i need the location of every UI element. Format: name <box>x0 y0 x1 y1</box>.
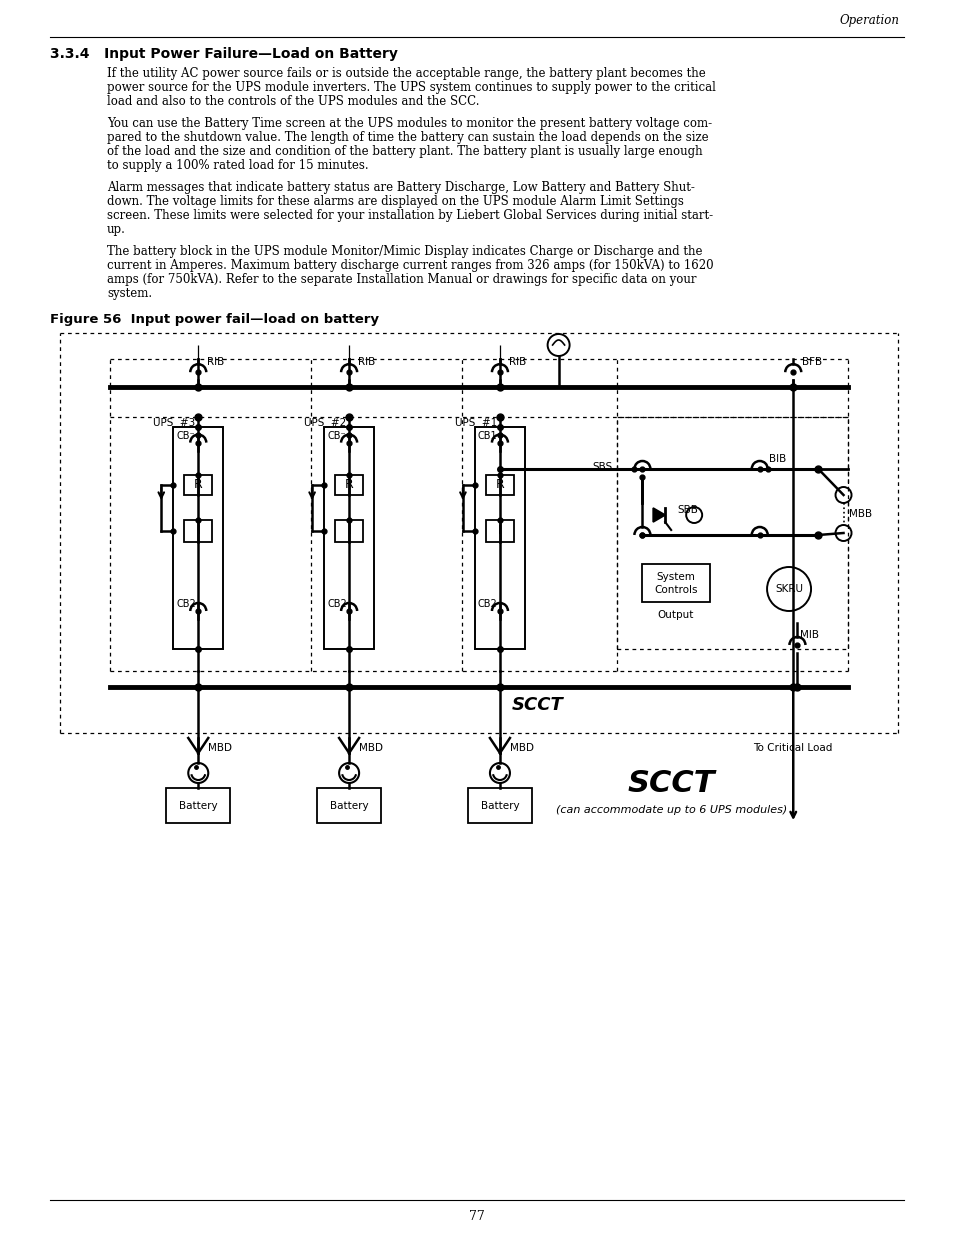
Text: BIB: BIB <box>768 454 785 464</box>
Text: I: I <box>347 525 351 537</box>
Text: 3.3.4   Input Power Failure—Load on Battery: 3.3.4 Input Power Failure—Load on Batter… <box>50 47 397 61</box>
Bar <box>485 520 514 542</box>
Text: CB⁻: CB⁻ <box>327 431 345 441</box>
Bar <box>468 788 532 823</box>
Circle shape <box>835 487 851 503</box>
Text: CB2: CB2 <box>327 599 347 609</box>
Bar <box>316 788 380 823</box>
Text: UPS  #2: UPS #2 <box>304 419 346 429</box>
Text: MBD: MBD <box>510 743 534 753</box>
Bar <box>475 427 524 650</box>
Text: power source for the UPS module inverters. The UPS system continues to supply po: power source for the UPS module inverter… <box>107 82 715 94</box>
Circle shape <box>766 567 810 611</box>
Text: of the load and the size and condition of the battery plant. The battery plant i: of the load and the size and condition o… <box>107 144 702 158</box>
Text: MIB: MIB <box>800 630 819 640</box>
Text: Figure 56  Input power fail—load on battery: Figure 56 Input power fail—load on batte… <box>50 312 378 326</box>
Text: I: I <box>497 525 501 537</box>
Bar <box>184 475 213 495</box>
Bar <box>173 427 223 650</box>
Text: Alarm messages that indicate battery status are Battery Discharge, Low Battery a: Alarm messages that indicate battery sta… <box>107 182 694 194</box>
Bar <box>485 475 514 495</box>
Text: RIB: RIB <box>508 357 526 367</box>
Text: CB⁻: CB⁻ <box>176 431 194 441</box>
Bar <box>335 475 363 495</box>
Circle shape <box>188 763 208 783</box>
Text: up.: up. <box>107 224 126 236</box>
Text: SCCT: SCCT <box>627 768 715 798</box>
Circle shape <box>835 525 851 541</box>
Text: current in Amperes. Maximum battery discharge current ranges from 326 amps (for : current in Amperes. Maximum battery disc… <box>107 259 713 272</box>
Polygon shape <box>653 508 664 522</box>
Text: You can use the Battery Time screen at the UPS modules to monitor the present ba: You can use the Battery Time screen at t… <box>107 117 711 130</box>
Text: load and also to the controls of the UPS modules and the SCC.: load and also to the controls of the UPS… <box>107 95 479 107</box>
Text: Battery: Battery <box>330 802 368 811</box>
Text: CB1: CB1 <box>477 431 497 441</box>
Text: to supply a 100% rated load for 15 minutes.: to supply a 100% rated load for 15 minut… <box>107 159 368 172</box>
Text: Output: Output <box>657 610 694 620</box>
Text: RIB: RIB <box>207 357 224 367</box>
Bar <box>335 520 363 542</box>
Circle shape <box>490 763 510 783</box>
Text: system.: system. <box>107 287 152 300</box>
Text: Operation: Operation <box>840 14 899 27</box>
Bar <box>166 788 230 823</box>
Text: BFB: BFB <box>801 357 821 367</box>
Bar <box>184 520 213 542</box>
Text: Battery: Battery <box>179 802 217 811</box>
Text: amps (for 750kVA). Refer to the separate Installation Manual or drawings for spe: amps (for 750kVA). Refer to the separate… <box>107 273 696 287</box>
Text: The battery block in the UPS module Monitor/Mimic Display indicates Charge or Di: The battery block in the UPS module Moni… <box>107 245 701 258</box>
Text: down. The voltage limits for these alarms are displayed on the UPS module Alarm : down. The voltage limits for these alarm… <box>107 195 683 207</box>
Text: pared to the shutdown value. The length of time the battery can sustain the load: pared to the shutdown value. The length … <box>107 131 708 144</box>
Text: Controls: Controls <box>654 585 697 595</box>
Text: RIB: RIB <box>357 357 375 367</box>
Text: If the utility AC power source fails or is outside the acceptable range, the bat: If the utility AC power source fails or … <box>107 67 705 80</box>
Circle shape <box>685 508 701 522</box>
Bar <box>324 427 374 650</box>
Text: Battery: Battery <box>480 802 518 811</box>
Text: System: System <box>656 572 695 582</box>
Text: I: I <box>196 525 200 537</box>
Text: MBB: MBB <box>847 509 871 519</box>
Text: R: R <box>344 478 354 492</box>
Text: CB2: CB2 <box>176 599 195 609</box>
Text: UPS  #3: UPS #3 <box>152 419 195 429</box>
Text: SCCT: SCCT <box>511 697 563 714</box>
Text: CB2: CB2 <box>477 599 497 609</box>
Bar <box>617 417 847 650</box>
Text: R: R <box>193 478 202 492</box>
Text: screen. These limits were selected for your installation by Liebert Global Servi: screen. These limits were selected for y… <box>107 209 713 222</box>
Text: R: R <box>495 478 504 492</box>
Text: UPS  #1: UPS #1 <box>455 419 497 429</box>
Bar <box>641 564 709 601</box>
Text: 77: 77 <box>469 1210 484 1224</box>
Text: (can accommodate up to 6 UPS modules): (can accommodate up to 6 UPS modules) <box>556 805 786 815</box>
Text: To Critical Load: To Critical Load <box>753 743 832 753</box>
Text: MBD: MBD <box>358 743 383 753</box>
Text: SBB: SBB <box>677 505 698 515</box>
Text: MBD: MBD <box>208 743 232 753</box>
Text: SKRU: SKRU <box>774 584 802 594</box>
Circle shape <box>338 763 358 783</box>
Text: SBS: SBS <box>592 462 612 472</box>
